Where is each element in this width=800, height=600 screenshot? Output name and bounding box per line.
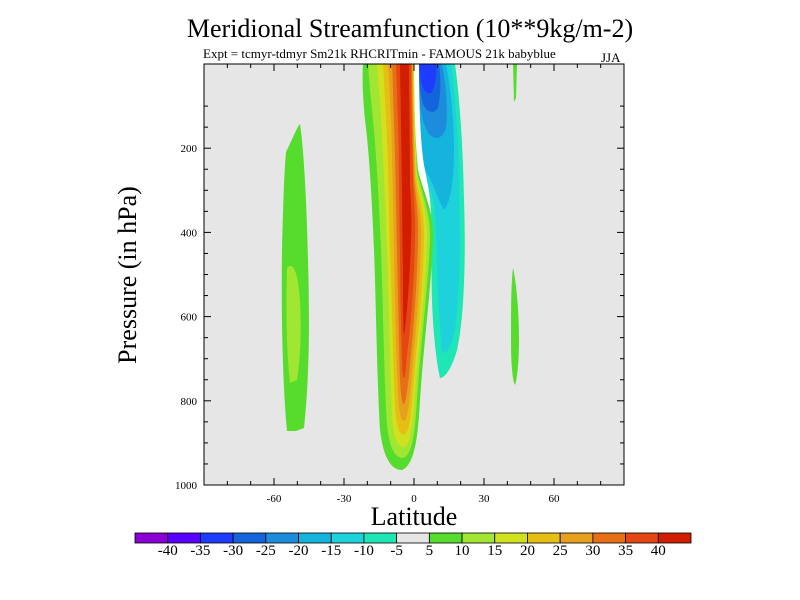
x-tick-label: 30 xyxy=(479,493,491,505)
y-tick-label: 1000 xyxy=(175,480,198,492)
colorbar-label: 35 xyxy=(618,543,634,559)
colorbar-label: -40 xyxy=(157,543,178,559)
contour-south-midlat-yellow xyxy=(286,266,301,383)
colorbar-label: 25 xyxy=(552,543,568,559)
x-axis-label: Latitude xyxy=(370,502,458,531)
colorbar-swatch xyxy=(363,532,398,544)
contour-north-blue3 xyxy=(419,64,437,94)
colorbar-label: 30 xyxy=(585,543,601,559)
colorbar-swatch xyxy=(167,532,201,544)
colorbar-label: -25 xyxy=(255,543,276,559)
colorbar-label: -20 xyxy=(288,543,309,559)
colorbar-swatch xyxy=(559,532,594,544)
colorbar-swatch xyxy=(396,532,430,544)
colorbar-swatch xyxy=(134,532,169,544)
colorbar-label: -10 xyxy=(353,543,374,559)
colorbar xyxy=(134,532,692,544)
x-tick-label: -30 xyxy=(337,493,352,505)
colorbar-swatch xyxy=(592,532,626,544)
x-tick-label: -60 xyxy=(267,493,282,505)
colorbar-label: -5 xyxy=(390,543,403,559)
colorbar-label: 5 xyxy=(425,543,434,559)
colorbar-swatch xyxy=(527,532,561,544)
colorbar-label: -30 xyxy=(223,543,244,559)
colorbar-swatch xyxy=(625,532,659,544)
x-tick-label: 0 xyxy=(411,493,417,505)
colorbar-swatch xyxy=(428,532,463,544)
colorbar-swatch xyxy=(461,532,496,544)
chart-title: Meridional Streamfunction (10**9kg/m-2) xyxy=(186,14,634,43)
colorbar-label: -35 xyxy=(190,543,211,559)
colorbar-swatch xyxy=(232,532,267,544)
colorbar-swatch xyxy=(200,532,234,544)
colorbar-label: 15 xyxy=(487,543,503,559)
x-axis: -60 -30 0 30 60 xyxy=(203,64,625,505)
colorbar-swatch xyxy=(657,532,692,544)
chart-subtitle: Expt = tcmyr-tdmyr Sm21k RHCRITmin - FAM… xyxy=(203,46,556,61)
y-axis: 200 400 600 800 1000 xyxy=(175,105,624,492)
colorbar-label: -15 xyxy=(321,543,342,559)
x-tick-label: 60 xyxy=(549,493,561,505)
colorbar-label: 10 xyxy=(454,543,470,559)
y-tick-label: 600 xyxy=(181,312,198,324)
colorbar-label: 40 xyxy=(650,543,666,559)
contour-north-upper-sliver xyxy=(513,64,517,102)
contour-south-hadley-red xyxy=(400,64,412,335)
y-tick-label: 400 xyxy=(181,227,198,239)
colorbar-swatch xyxy=(265,532,299,544)
y-tick-label: 200 xyxy=(181,143,198,155)
contour-north-midlat-green xyxy=(511,268,519,385)
colorbar-label: 20 xyxy=(519,543,535,559)
y-tick-label: 800 xyxy=(181,396,198,408)
colorbar-swatch xyxy=(298,532,332,544)
colorbar-swatch xyxy=(494,532,528,544)
season-label: JJA xyxy=(601,50,621,65)
colorbar-swatch xyxy=(330,532,365,544)
contour-fill-group xyxy=(281,64,519,470)
